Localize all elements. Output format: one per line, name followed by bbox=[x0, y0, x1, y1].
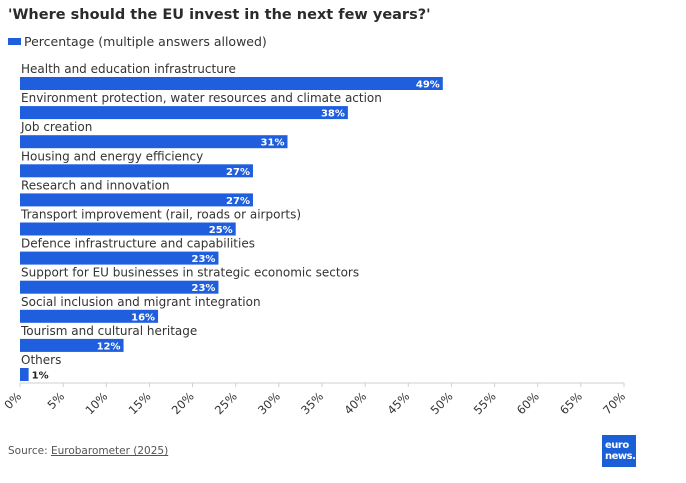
bar bbox=[20, 77, 443, 90]
x-tick-label: 45% bbox=[384, 389, 412, 417]
x-tick-label: 30% bbox=[255, 389, 283, 417]
value-label: 27% bbox=[226, 196, 250, 207]
x-tick-label: 15% bbox=[126, 389, 154, 417]
logo-top-text: euro bbox=[605, 440, 629, 451]
category-label: Defence infrastructure and capabilities bbox=[21, 237, 255, 251]
logo-bottom-text: news. bbox=[605, 451, 636, 462]
category-label: Environment protection, water resources … bbox=[21, 91, 382, 105]
x-tick-label: 0% bbox=[1, 389, 24, 412]
x-tick-label: 50% bbox=[428, 389, 456, 417]
x-tick-label: 70% bbox=[600, 389, 628, 417]
x-tick-label: 60% bbox=[514, 389, 542, 417]
legend-swatch bbox=[8, 38, 21, 45]
bar bbox=[20, 338, 124, 352]
value-label: 49% bbox=[416, 80, 440, 91]
category-label: Job creation bbox=[20, 120, 92, 134]
bar bbox=[20, 309, 159, 323]
bar bbox=[20, 222, 236, 236]
value-label: 38% bbox=[321, 109, 345, 120]
value-label: 27% bbox=[226, 167, 250, 178]
category-label: Others bbox=[21, 353, 61, 367]
legend-label: Percentage (multiple answers allowed) bbox=[24, 34, 267, 49]
category-label: Housing and energy efficiency bbox=[21, 149, 203, 163]
category-label: Transport improvement (rail, roads or ai… bbox=[20, 208, 301, 222]
value-label: 12% bbox=[97, 341, 121, 352]
x-tick-label: 65% bbox=[557, 389, 585, 417]
x-tick-label: 20% bbox=[169, 389, 197, 417]
bar bbox=[20, 280, 219, 294]
category-label: Research and innovation bbox=[21, 178, 170, 192]
category-label: Social inclusion and migrant integration bbox=[21, 295, 261, 309]
source-prefix: Source: bbox=[8, 445, 51, 457]
value-label: 25% bbox=[209, 225, 233, 236]
source-link[interactable]: Eurobarometer (2025) bbox=[50, 445, 169, 457]
value-label: 1% bbox=[32, 371, 49, 382]
value-label: 23% bbox=[192, 283, 216, 294]
category-label: Support for EU businesses in strategic e… bbox=[21, 266, 359, 280]
value-label: 16% bbox=[131, 312, 155, 323]
source-note: Source: Eurobarometer (2025) bbox=[8, 445, 168, 457]
x-tick-label: 25% bbox=[212, 389, 240, 417]
category-label: Tourism and cultural heritage bbox=[20, 324, 197, 338]
x-tick-label: 5% bbox=[44, 389, 67, 412]
legend: Percentage (multiple answers allowed) bbox=[8, 34, 267, 49]
bar bbox=[20, 193, 253, 207]
value-label: 31% bbox=[261, 138, 285, 149]
bar bbox=[20, 106, 348, 120]
x-tick-label: 40% bbox=[341, 389, 369, 417]
category-label: Health and education infrastructure bbox=[21, 62, 236, 76]
chart-title: 'Where should the EU invest in the next … bbox=[8, 7, 431, 23]
bar bbox=[20, 135, 288, 149]
bar bbox=[20, 251, 219, 265]
bar bbox=[20, 368, 29, 381]
x-tick-label: 10% bbox=[82, 389, 110, 417]
bar bbox=[20, 164, 253, 178]
value-label: 23% bbox=[192, 254, 216, 265]
euronews-logo: euro news. bbox=[602, 435, 636, 467]
x-tick-label: 35% bbox=[298, 389, 326, 417]
x-tick-label: 55% bbox=[471, 389, 499, 417]
